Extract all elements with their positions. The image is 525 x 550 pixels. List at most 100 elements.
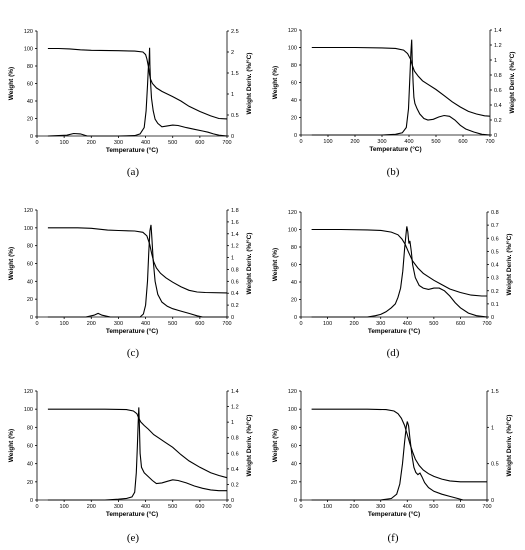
- left-y-tick-label: 60: [291, 81, 297, 87]
- x-tick-label: 500: [168, 321, 177, 327]
- x-tick-label: 300: [376, 321, 385, 327]
- right-y-tick-label: 0.6: [231, 279, 239, 285]
- x-axis-title: Temperature (°C): [368, 327, 420, 335]
- weight-curve: [311, 46, 491, 117]
- right-y-tick-label: 0.8: [491, 210, 499, 216]
- x-tick-label: 700: [482, 504, 491, 510]
- right-y-tick-label: 0.2: [231, 303, 239, 309]
- x-tick-label: 300: [377, 139, 386, 145]
- right-y-tick-label: 1.2: [231, 405, 239, 411]
- left-y-tick-label: 80: [291, 63, 297, 69]
- right-y-axis-title: Weight Deriv. (%/°C): [505, 415, 513, 477]
- left-y-tick-label: 80: [291, 425, 297, 431]
- left-y-axis-title: Weight (%): [8, 247, 15, 280]
- x-tick-label: 300: [114, 321, 123, 327]
- panel-label: (e): [127, 532, 140, 544]
- x-tick-label: 400: [403, 504, 412, 510]
- left-y-tick-label: 40: [27, 279, 33, 285]
- panel-label: (f): [388, 532, 399, 544]
- x-tick-label: 600: [458, 139, 467, 145]
- x-tick-label: 100: [323, 139, 332, 145]
- x-tick-label: 700: [482, 321, 491, 327]
- x-tick-label: 200: [87, 504, 96, 510]
- x-tick-label: 0: [299, 321, 302, 327]
- right-y-tick-label: 1: [491, 425, 494, 431]
- x-axis-title: Temperature (°C): [368, 510, 420, 518]
- weight-curve: [47, 408, 228, 479]
- x-tick-label: 0: [35, 321, 38, 327]
- panel-f: 0 100 200 300 400 500 600 70002040608010012000.…: [272, 389, 513, 544]
- x-tick-label: 0: [299, 504, 302, 510]
- right-y-tick-label: 1: [231, 256, 234, 262]
- left-y-tick-label: 60: [27, 262, 33, 268]
- right-y-tick-label: 2: [231, 50, 234, 56]
- right-y-tick-label: 1.2: [494, 43, 502, 49]
- right-y-tick-label: 0.3: [491, 276, 499, 282]
- left-y-tick-label: 100: [24, 226, 33, 232]
- left-y-tick-label: 100: [24, 407, 33, 413]
- x-tick-label: 600: [456, 504, 465, 510]
- right-y-tick-label: 1.4: [494, 28, 502, 34]
- derivative-curve: [311, 226, 488, 318]
- right-y-tick-label: 1.8: [231, 208, 239, 214]
- right-y-tick-label: 1.5: [231, 71, 239, 77]
- left-y-tick-label: 60: [291, 263, 297, 269]
- left-y-axis-title: Weight (%): [272, 248, 279, 281]
- left-y-tick-label: 40: [27, 462, 33, 468]
- right-y-tick-label: 0: [491, 315, 494, 321]
- left-y-tick-label: 60: [27, 82, 33, 88]
- left-y-axis-title: Weight (%): [8, 67, 15, 100]
- derivative-curve: [47, 407, 227, 501]
- x-tick-label: 700: [222, 321, 231, 327]
- right-y-tick-label: 0.8: [231, 436, 239, 442]
- right-y-tick-label: 0.6: [231, 451, 239, 457]
- x-tick-label: 400: [141, 140, 150, 146]
- x-tick-label: 200: [350, 504, 359, 510]
- left-y-tick-label: 100: [288, 228, 297, 234]
- x-tick-label: 200: [350, 139, 359, 145]
- x-tick-label: 100: [323, 321, 332, 327]
- left-y-tick-label: 20: [291, 298, 297, 304]
- right-y-tick-label: 0.6: [494, 88, 502, 94]
- panel-label: (b): [387, 166, 400, 178]
- x-tick-label: 400: [404, 139, 413, 145]
- right-y-tick-label: 0.8: [494, 73, 502, 79]
- x-tick-label: 500: [429, 504, 438, 510]
- left-y-tick-label: 120: [24, 208, 33, 214]
- x-tick-label: 100: [323, 504, 332, 510]
- x-tick-label: 600: [456, 321, 465, 327]
- right-y-axis-title: Weight Deriv. (%/°C): [245, 233, 253, 295]
- left-y-tick-label: 0: [294, 498, 297, 504]
- left-y-tick-label: 60: [291, 444, 297, 450]
- left-y-axis-title: Weight (%): [272, 429, 279, 462]
- panel-label: (c): [127, 347, 140, 359]
- right-y-tick-label: 0.7: [491, 223, 499, 229]
- x-tick-label: 200: [87, 321, 96, 327]
- weight-curve: [311, 408, 487, 483]
- x-axis-title: Temperature (°C): [106, 510, 158, 518]
- panel-b: 0 100 200 300 400 500 600 70002040608010012000.…: [272, 28, 516, 178]
- right-y-tick-label: 1: [231, 92, 234, 98]
- left-y-tick-label: 0: [294, 315, 297, 321]
- x-tick-label: 300: [114, 140, 123, 146]
- right-y-axis-title: Weight Deriv. (%/°C): [245, 415, 253, 477]
- right-y-tick-label: 0.2: [491, 289, 499, 295]
- right-y-axis-title: Weight Deriv. (%/°C): [505, 234, 513, 296]
- x-tick-label: 600: [195, 504, 204, 510]
- x-tick-label: 300: [114, 504, 123, 510]
- x-tick-label: 500: [168, 504, 177, 510]
- left-y-tick-label: 120: [288, 389, 297, 395]
- left-y-tick-label: 100: [288, 407, 297, 413]
- left-y-tick-label: 20: [27, 117, 33, 123]
- left-y-tick-label: 60: [27, 444, 33, 450]
- right-y-tick-label: 0.5: [491, 462, 499, 468]
- right-y-tick-label: 0: [231, 315, 234, 321]
- panel-e: 0 100 200 300 400 500 600 70002040608010012000.…: [8, 389, 253, 544]
- x-tick-label: 400: [141, 321, 150, 327]
- x-tick-label: 500: [168, 140, 177, 146]
- weight-curve: [47, 227, 228, 294]
- right-y-tick-label: 0: [231, 498, 234, 504]
- x-tick-label: 200: [350, 321, 359, 327]
- x-tick-label: 0: [35, 140, 38, 146]
